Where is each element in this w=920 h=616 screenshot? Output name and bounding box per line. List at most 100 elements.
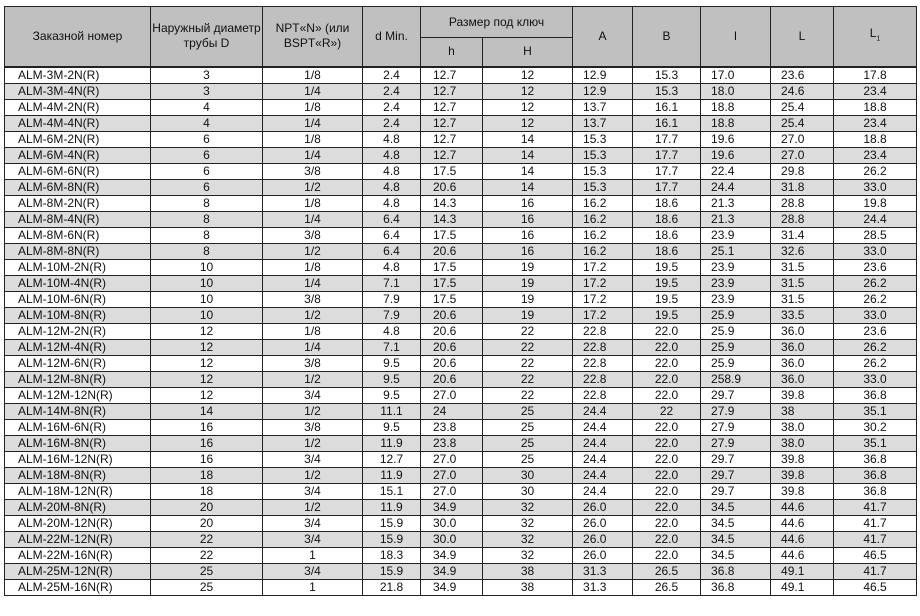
cell-L: 44.6 [770,546,835,564]
cell-h: 17.5 [420,226,483,244]
cell-A: 22.8 [572,322,634,340]
table-row: ALM-22M-12N(R) 22 3/4 15.9 30.0 32 26.0 22.0 34.… [4,530,918,548]
cell-h: 34.9 [420,546,483,564]
cell-A: 31.3 [572,562,634,580]
cell-d-min: 11.9 [362,498,421,516]
cell-outer-diameter: 20 [150,514,263,532]
cell-L: 25.4 [770,114,835,132]
table-row: ALM-3M-4N(R) 3 1/4 2.4 12.7 12 12.9 15.3 18.0 24.… [4,82,918,100]
cell-outer-diameter: 22 [150,546,263,564]
cell-H: 16 [481,194,574,212]
cell-L: 23.6 [770,66,835,84]
cell-B: 17.7 [632,162,702,180]
cell-outer-diameter: 4 [150,114,263,132]
cell-part-number: ALM-6M-4N(R) [4,146,151,164]
cell-A: 15.3 [572,162,634,180]
cell-L1: 46.5 [833,578,918,596]
cell-h: 30.0 [420,530,483,548]
cell-A: 31.3 [572,578,634,596]
cell-h: 14.3 [420,194,483,212]
cell-l: 23.9 [700,226,772,244]
cell-part-number: ALM-18M-12N(R) [4,482,151,500]
header-h: h [420,37,483,68]
cell-L1: 26.2 [833,338,918,356]
cell-d-min: 7.1 [362,338,421,356]
cell-L1: 30.2 [833,418,918,436]
cell-H: 19 [481,274,574,292]
cell-L: 32.6 [770,242,835,260]
cell-L: 24.6 [770,82,835,100]
table-row: ALM-6M-4N(R) 6 1/4 4.8 12.7 14 15.3 17.7 19.6 27.… [4,146,918,164]
cell-d-min: 15.9 [362,562,421,580]
table-row: ALM-10M-4N(R) 10 1/4 7.1 17.5 19 17.2 19.5 23.9 3… [4,274,918,292]
cell-part-number: ALM-10M-8N(R) [4,306,151,324]
cell-L: 31.5 [770,274,835,292]
cell-A: 16.2 [572,226,634,244]
cell-B: 22.0 [632,450,702,468]
cell-B: 16.1 [632,114,702,132]
cell-L: 33.5 [770,306,835,324]
cell-H: 12 [481,66,574,84]
cell-l: 27.9 [700,418,772,436]
cell-B: 15.3 [632,82,702,100]
table-row: ALM-12M-4N(R) 12 1/4 7.1 20.6 22 22.8 22.0 25.9 3… [4,338,918,356]
header-L: L [770,6,835,68]
cell-l: 258.9 [700,370,772,388]
cell-H: 12 [481,114,574,132]
cell-d-min: 9.5 [362,386,421,404]
cell-thread: 1/8 [262,194,363,212]
table-row: ALM-20M-8N(R) 20 1/2 11.9 34.9 32 26.0 22.0 34.5… [4,498,918,516]
cell-part-number: ALM-10M-2N(R) [4,258,151,276]
cell-L1: 41.7 [833,530,918,548]
cell-part-number: ALM-16M-6N(R) [4,418,151,436]
cell-thread: 1/8 [262,66,363,84]
cell-thread: 1/8 [262,322,363,340]
cell-L: 38 [770,402,835,420]
cell-L: 36.0 [770,354,835,372]
cell-H: 14 [481,146,574,164]
cell-l: 29.7 [700,386,772,404]
cell-H: 19 [481,290,574,308]
cell-l: 18.8 [700,98,772,116]
cell-A: 13.7 [572,98,634,116]
cell-outer-diameter: 10 [150,290,263,308]
cell-h: 17.5 [420,274,483,292]
cell-l: 27.9 [700,434,772,452]
cell-L: 28.8 [770,210,835,228]
cell-d-min: 4.8 [362,162,421,180]
table-row: ALM-12M-12N(R) 12 3/4 9.5 27.0 22 22.8 22.0 29.7… [4,386,918,404]
cell-outer-diameter: 18 [150,482,263,500]
table-row: ALM-16M-12N(R) 16 3/4 12.7 27.0 25 24.4 22.0 29.… [4,450,918,468]
cell-outer-diameter: 8 [150,242,263,260]
table-row: ALM-18M-12N(R) 18 3/4 15.1 27.0 30 24.4 22.0 29.… [4,482,918,500]
cell-L1: 36.8 [833,466,918,484]
cell-H: 25 [481,418,574,436]
cell-l: 36.8 [700,578,772,596]
cell-l: 34.5 [700,546,772,564]
cell-l: 25.1 [700,242,772,260]
cell-d-min: 2.4 [362,98,421,116]
cell-L1: 23.6 [833,322,918,340]
cell-H: 32 [481,546,574,564]
cell-thread: 1/2 [262,178,363,196]
cell-thread: 3/4 [262,386,363,404]
header-L1: L1 [833,6,918,68]
header-thread: NPT«N» (или BSPT«R») [262,6,363,68]
cell-H: 25 [481,450,574,468]
cell-B: 22.0 [632,482,702,500]
cell-d-min: 4.8 [362,178,421,196]
cell-thread: 3/8 [262,290,363,308]
cell-h: 27.0 [420,466,483,484]
cell-part-number: ALM-10M-6N(R) [4,290,151,308]
cell-A: 24.4 [572,466,634,484]
cell-d-min: 6.4 [362,210,421,228]
cell-L: 31.4 [770,226,835,244]
header-L1-label: L [869,26,877,41]
cell-thread: 1/2 [262,498,363,516]
table-row: ALM-12M-8N(R) 12 1/2 9.5 20.6 22 22.8 22.0 258.9… [4,370,918,388]
cell-h: 17.5 [420,162,483,180]
cell-A: 24.4 [572,418,634,436]
cell-B: 22.0 [632,466,702,484]
cell-thread: 1/4 [262,210,363,228]
table-row: ALM-4M-4N(R) 4 1/4 2.4 12.7 12 13.7 16.1 18.8 25.… [4,114,918,132]
